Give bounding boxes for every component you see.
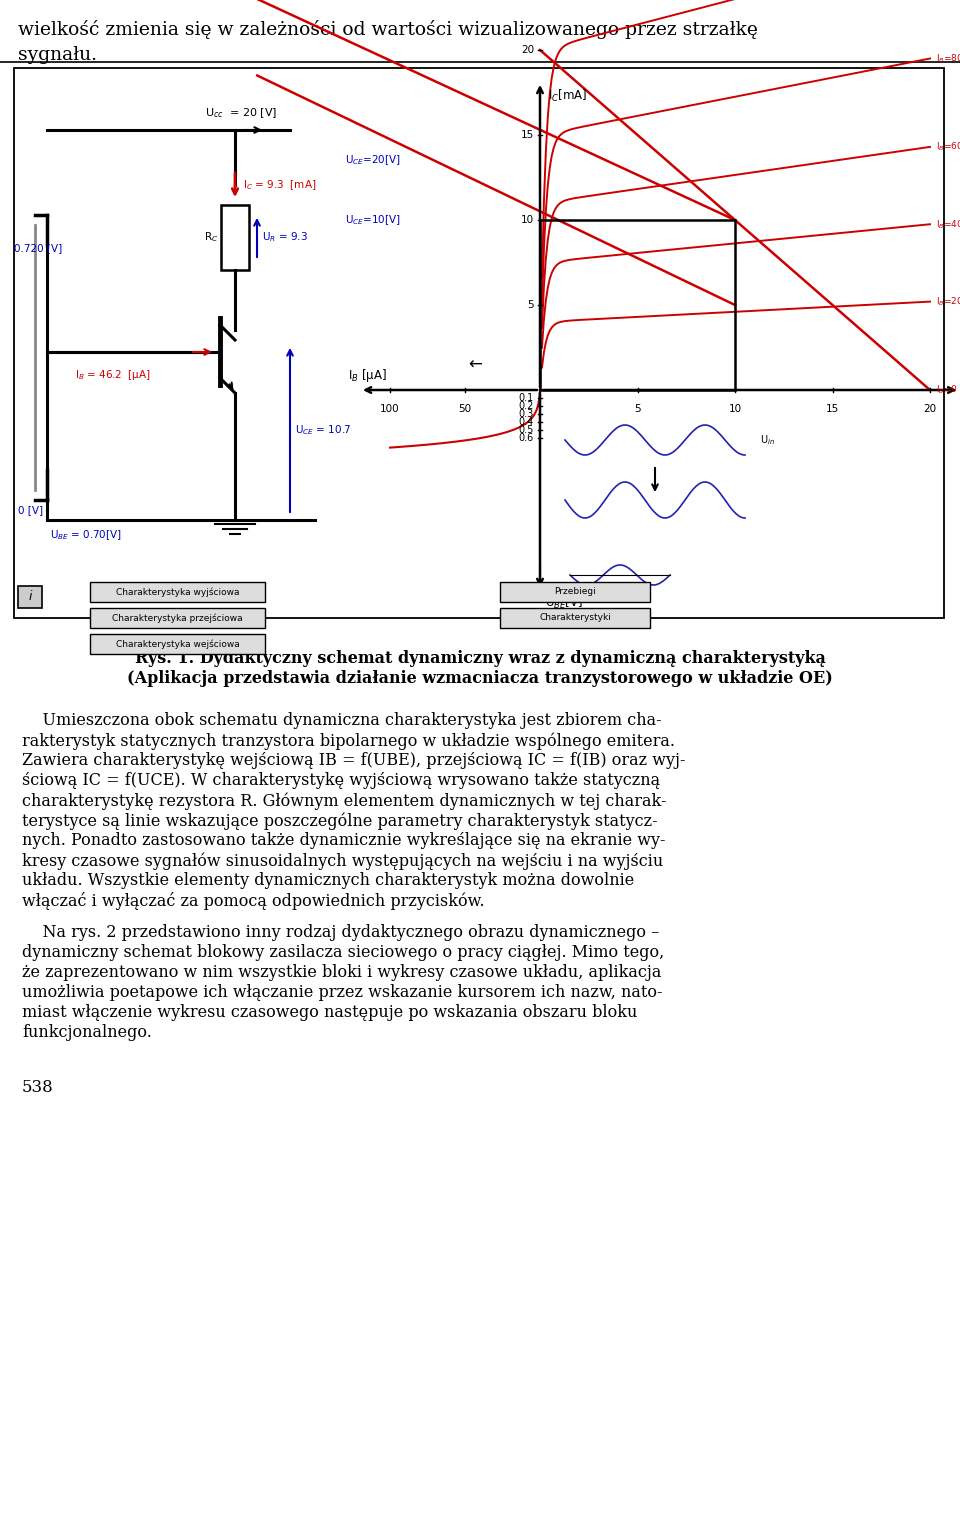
Text: że zaprezentowano w nim wszystkie bloki i wykresy czasowe układu, aplikacja: że zaprezentowano w nim wszystkie bloki … <box>22 964 661 981</box>
Text: 0.2: 0.2 <box>518 402 534 411</box>
Text: I$_B$=80  [μA]: I$_B$=80 [μA] <box>936 52 960 65</box>
Text: I$_B$=0  [μA]: I$_B$=0 [μA] <box>936 383 960 397</box>
Text: Umieszczona obok schematu dynamiczna charakterystyka jest zbiorem cha-: Umieszczona obok schematu dynamiczna cha… <box>22 712 661 729</box>
Text: rakterystyk statycznych tranzystora bipolarnego w układzie wspólnego emitera.: rakterystyk statycznych tranzystora bipo… <box>22 732 675 750</box>
Text: nych. Ponadto zastosowano także dynamicznie wykreślające się na ekranie wy-: nych. Ponadto zastosowano także dynamicz… <box>22 832 665 849</box>
Text: Charakterystyka przejściowa: Charakterystyka przejściowa <box>112 613 243 622</box>
Text: 100: 100 <box>380 405 399 414</box>
Text: i: i <box>28 590 32 604</box>
Text: Charakterystyka wyjściowa: Charakterystyka wyjściowa <box>116 587 239 596</box>
Text: 0.5: 0.5 <box>518 424 534 435</box>
Bar <box>90 583 265 602</box>
Bar <box>14 68 944 618</box>
Text: 20: 20 <box>924 405 937 414</box>
Text: 10: 10 <box>521 214 534 225</box>
Text: włączać i wyłączać za pomocą odpowiednich przycisków.: włączać i wyłączać za pomocą odpowiednic… <box>22 891 485 910</box>
Text: U$_{CE}$=20[V]: U$_{CE}$=20[V] <box>345 154 401 167</box>
Text: wielkość zmienia się w zależności od wartości wizualizowanego przez strzałkę: wielkość zmienia się w zależności od war… <box>18 20 757 40</box>
Text: 50: 50 <box>459 405 471 414</box>
Text: 15: 15 <box>826 405 839 414</box>
Text: U$_{BE}$[V]: U$_{BE}$[V] <box>545 595 583 611</box>
Text: charakterystykę rezystora R. Głównym elementem dynamicznych w tej charak-: charakterystykę rezystora R. Głównym ele… <box>22 792 666 809</box>
Text: Na rys. 2 przedstawiono inny rodzaj dydaktycznego obrazu dynamicznego –: Na rys. 2 przedstawiono inny rodzaj dyda… <box>22 923 660 941</box>
Bar <box>90 634 265 654</box>
Bar <box>90 608 265 628</box>
Text: kresy czasowe sygnałów sinusoidalnych występujących na wejściu i na wyjściu: kresy czasowe sygnałów sinusoidalnych wy… <box>22 852 663 870</box>
Text: R$_C$: R$_C$ <box>204 230 218 243</box>
Bar <box>18 586 42 608</box>
Text: U$_{CE}$ = 10.7: U$_{CE}$ = 10.7 <box>295 423 351 437</box>
Text: umożliwia poetapowe ich włączanie przez wskazanie kursorem ich nazw, nato-: umożliwia poetapowe ich włączanie przez … <box>22 984 662 1001</box>
Bar <box>500 583 650 602</box>
Text: 0.4: 0.4 <box>518 417 534 427</box>
Text: 10: 10 <box>729 405 741 414</box>
Text: U$_{BE}$ = 0.70[V]: U$_{BE}$ = 0.70[V] <box>50 528 122 541</box>
Text: U$_{CE}$=10[V]: U$_{CE}$=10[V] <box>345 213 401 227</box>
Text: 0 [V]: 0 [V] <box>18 505 43 516</box>
Text: ściową IC = f(UCE). W charakterystykę wyjściową wrysowano także statyczną: ściową IC = f(UCE). W charakterystykę wy… <box>22 773 660 789</box>
Text: (Aplikacja przedstawia działanie wzmacniacza tranzystorowego w układzie OE): (Aplikacja przedstawia działanie wzmacni… <box>127 669 833 687</box>
Bar <box>540 221 735 389</box>
Text: U$_R$ = 9.3: U$_R$ = 9.3 <box>262 230 308 243</box>
Text: U$_{cc}$  = 20 [V]: U$_{cc}$ = 20 [V] <box>205 106 277 120</box>
Text: 20: 20 <box>521 46 534 55</box>
Text: terystyce są linie wskazujące poszczególne parametry charakterystyk statycz-: terystyce są linie wskazujące poszczegól… <box>22 812 658 829</box>
Text: 538: 538 <box>22 1078 54 1097</box>
Text: I$_B$=40  [μA]: I$_B$=40 [μA] <box>936 218 960 231</box>
Text: 5: 5 <box>527 300 534 310</box>
Text: Charakterystyka wejściowa: Charakterystyka wejściowa <box>115 639 239 649</box>
Text: Charakterystyki: Charakterystyki <box>540 613 611 622</box>
Text: 0.3: 0.3 <box>518 409 534 418</box>
Text: Zawiera charakterystykę wejściową IB = f(UBE), przejściową IC = f(IB) oraz wyj-: Zawiera charakterystykę wejściową IB = f… <box>22 751 685 770</box>
Text: układu. Wszystkie elementy dynamicznych charakterystyk można dowolnie: układu. Wszystkie elementy dynamicznych … <box>22 872 635 888</box>
Text: I$_B$ = 46.2  [μA]: I$_B$ = 46.2 [μA] <box>75 368 151 382</box>
Text: 0.1: 0.1 <box>518 392 534 403</box>
Text: I$_C$ = 9.3  [mA]: I$_C$ = 9.3 [mA] <box>243 178 317 192</box>
Text: I$_B$=20  [μA]: I$_B$=20 [μA] <box>936 295 960 309</box>
Text: ←: ← <box>468 356 482 374</box>
Text: funkcjonalnego.: funkcjonalnego. <box>22 1024 152 1040</box>
Text: miast włączenie wykresu czasowego następuje po wskazania obszaru bloku: miast włączenie wykresu czasowego następ… <box>22 1004 637 1021</box>
Text: U$_{in}$: U$_{in}$ <box>760 433 775 447</box>
Text: 5: 5 <box>635 405 641 414</box>
Text: 0.720 [V]: 0.720 [V] <box>14 243 62 252</box>
Text: dynamiczny schemat blokowy zasilacza sieciowego o pracy ciągłej. Mimo tego,: dynamiczny schemat blokowy zasilacza sie… <box>22 945 664 961</box>
Text: I$_B$=60  [μA]: I$_B$=60 [μA] <box>936 140 960 154</box>
Text: sygnału.: sygnału. <box>18 46 97 64</box>
Text: 15: 15 <box>520 129 534 140</box>
Text: I$_C$[mA]: I$_C$[mA] <box>548 88 588 103</box>
Bar <box>221 205 249 271</box>
Bar <box>500 608 650 628</box>
Text: I$_B$ [μA]: I$_B$ [μA] <box>348 368 387 385</box>
Text: Przebiegi: Przebiegi <box>554 587 596 596</box>
Text: Rys. 1. Dydaktyczny schemat dynamiczny wraz z dynamiczną charakterystyką: Rys. 1. Dydaktyczny schemat dynamiczny w… <box>134 649 826 668</box>
Text: 0.6: 0.6 <box>518 433 534 443</box>
